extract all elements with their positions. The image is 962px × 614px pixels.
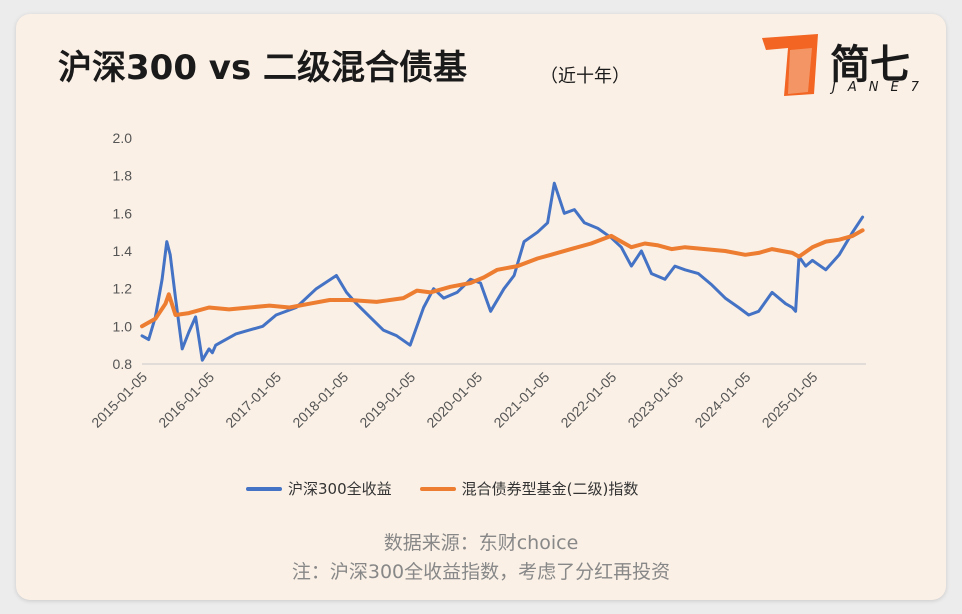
legend-item-bond: 混合债券型基金(二级)指数 bbox=[419, 478, 639, 499]
x-tick-label: 2017-01-05 bbox=[222, 369, 284, 431]
y-tick-label: 1.8 bbox=[113, 168, 133, 184]
x-tick-label: 2024-01-05 bbox=[691, 369, 753, 431]
logo-icon bbox=[762, 34, 818, 96]
y-tick-label: 2.0 bbox=[113, 130, 133, 146]
series-line-bond-fund bbox=[140, 228, 865, 329]
y-axis: 0.8 1.0 1.2 1.4 1.6 1.8 2.0 bbox=[113, 130, 133, 372]
x-tick-label: 2025-01-05 bbox=[759, 369, 821, 431]
footnote: 注：沪深300全收益指数，考虑了分红再投资 bbox=[291, 561, 671, 583]
series-group bbox=[140, 181, 865, 362]
logo-subtext: JANE7 bbox=[832, 80, 931, 95]
x-tick-label: 2016-01-05 bbox=[155, 369, 217, 431]
x-axis: 2015-01-05 2016-01-05 2017-01-05 2018-01-05… bbox=[88, 363, 866, 431]
logo-mark bbox=[762, 34, 818, 96]
legend-label-hs300: 沪深300全收益 bbox=[288, 480, 392, 498]
logo-text: 简七 bbox=[830, 42, 910, 88]
x-tick-label: 2020-01-05 bbox=[423, 369, 485, 431]
chart-title: 沪深300 vs 二级混合债基 bbox=[58, 48, 468, 88]
y-tick-label: 1.4 bbox=[113, 243, 133, 259]
y-tick-label: 0.8 bbox=[113, 356, 133, 372]
series-line-hs300 bbox=[140, 181, 865, 362]
x-tick-label: 2022-01-05 bbox=[557, 369, 619, 431]
y-tick-label: 1.0 bbox=[113, 318, 133, 334]
legend-swatch-hs300 bbox=[246, 486, 282, 491]
legend: 沪深300全收益 混合债券型基金(二级)指数 bbox=[246, 478, 638, 499]
x-tick-label: 2018-01-05 bbox=[289, 369, 351, 431]
x-tick-label: 2023-01-05 bbox=[624, 369, 686, 431]
legend-swatch-bond bbox=[419, 486, 456, 491]
chart-subtitle: （近十年） bbox=[540, 66, 630, 87]
legend-label-bond: 混合债券型基金(二级)指数 bbox=[461, 480, 639, 498]
data-source: 数据来源：东财choice bbox=[383, 532, 579, 554]
legend-item-hs300: 沪深300全收益 bbox=[246, 478, 392, 499]
x-tick-label: 2015-01-05 bbox=[88, 369, 150, 431]
x-tick-label: 2021-01-05 bbox=[490, 369, 552, 431]
y-tick-label: 1.6 bbox=[113, 205, 133, 221]
y-tick-label: 1.2 bbox=[113, 281, 133, 297]
x-tick-label: 2019-01-05 bbox=[356, 369, 418, 431]
